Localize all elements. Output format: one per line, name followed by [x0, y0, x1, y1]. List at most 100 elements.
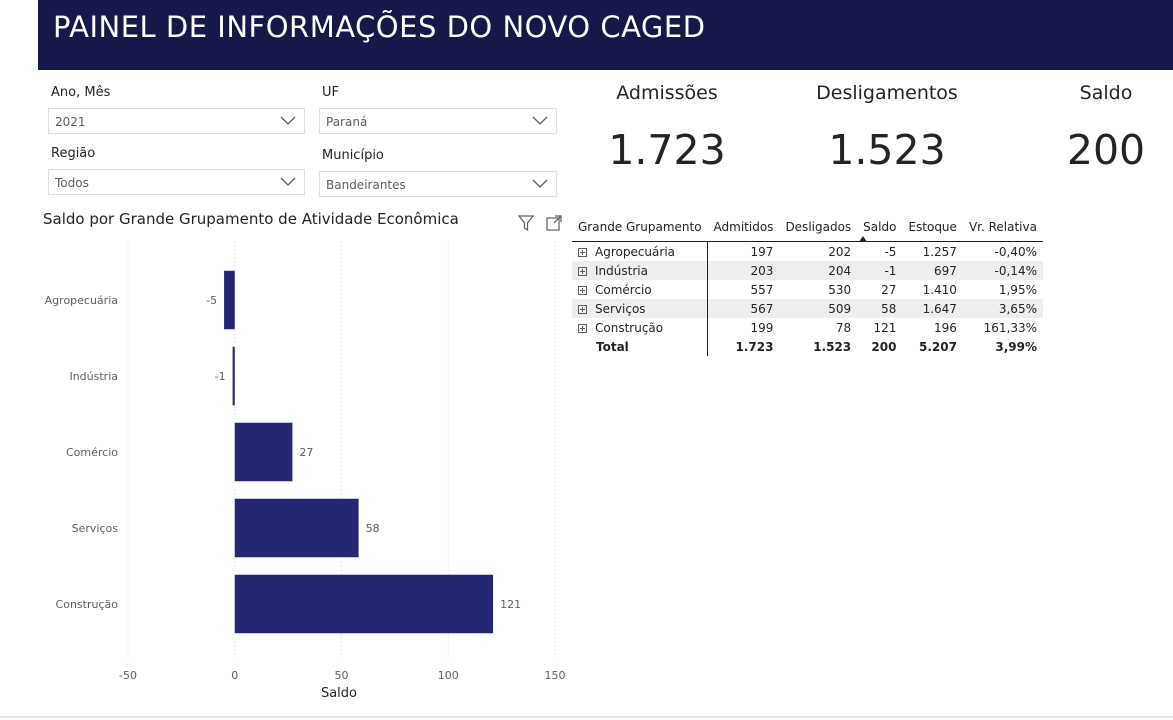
cell-vr-relativa: 3,65% [962, 299, 1043, 318]
cell-desligados: 202 [828, 244, 852, 259]
total-admitidos: 1.723 [735, 339, 774, 354]
category-label: Serviços [72, 522, 119, 535]
chart-bars [224, 270, 494, 634]
slicer-value-municipio: Bandeirantes [326, 178, 406, 192]
saldo-matrix-table: Grande Grupamento Admitidos Desligados S… [572, 213, 1043, 356]
cell-saldo: -5 [884, 244, 897, 259]
row-label: Indústria [595, 263, 648, 278]
cell-estoque: 1.410 [922, 282, 957, 297]
expand-icon[interactable] [578, 323, 587, 333]
bar-chart: Agropecuária Indústria Comércio Serviços Con… [45, 242, 566, 701]
table-row: Agropecuária 197 202 -5 1.257 -0,40% [572, 241, 1043, 261]
cell-admitidos: 567 [707, 299, 780, 318]
filter-icon[interactable] [517, 214, 535, 232]
row-label: Comércio [595, 282, 652, 297]
chart-title: Saldo por Grande Grupamento de Atividade… [43, 210, 459, 228]
bar-servicos[interactable] [234, 498, 359, 558]
x-tick-label: -50 [119, 669, 137, 682]
cell-admitidos: 197 [750, 244, 774, 259]
kpi-value-desligamentos: 1.523 [828, 126, 946, 174]
table-row: Construção 199 78 121 196 161,33% [572, 318, 1043, 337]
row-label: Serviços [595, 301, 646, 316]
table-total-row: Total 1.723 1.523 200 5.207 3,99% [572, 337, 1043, 356]
slicer-label-regiao: Região [51, 146, 96, 161]
cell-vr-relativa: 1,95% [998, 282, 1037, 297]
cell-admitidos: 203 [707, 261, 780, 280]
kpi-value-admissoes: 1.723 [608, 126, 726, 174]
slicer-uf[interactable]: Paraná [319, 108, 557, 134]
category-label: Agropecuária [45, 294, 118, 307]
cell-admitidos: 557 [750, 282, 774, 297]
col-header-grupamento[interactable]: Grande Grupamento [572, 213, 708, 242]
cell-vr-relativa: -0,14% [962, 261, 1043, 280]
total-desligados: 1.523 [813, 339, 852, 354]
sort-ascending-icon [859, 236, 868, 242]
total-vr-relativa: 3,99% [995, 339, 1037, 354]
category-label: Comércio [66, 446, 118, 459]
cell-estoque: 1.647 [902, 299, 963, 318]
table-row: Indústria 203 204 -1 697 -0,14% [572, 261, 1043, 280]
data-label: 121 [500, 598, 521, 611]
col-header-saldo[interactable]: Saldo [857, 213, 903, 242]
cell-vr-relativa: -0,40% [994, 244, 1037, 259]
col-header-saldo-label: Saldo [863, 220, 897, 234]
bar-comercio[interactable] [234, 422, 293, 482]
slicer-regiao[interactable]: Todos [48, 169, 305, 195]
slicer-value-regiao: Todos [55, 176, 89, 190]
slicer-label-ano-mes: Ano, Mês [51, 85, 111, 100]
chevron-down-icon [280, 177, 296, 186]
data-label: 27 [299, 446, 313, 459]
page-bottom-border [0, 716, 1173, 718]
data-label: 58 [366, 522, 380, 535]
kpi-label-saldo: Saldo [1079, 82, 1133, 104]
bar-construcao[interactable] [234, 574, 494, 634]
chevron-down-icon [280, 116, 296, 125]
cell-saldo: 58 [857, 299, 903, 318]
total-label: Total [572, 337, 709, 356]
expand-icon[interactable] [578, 266, 587, 276]
table-row: Serviços 567 509 58 1.647 3,65% [572, 299, 1043, 318]
chevron-down-icon [532, 116, 548, 125]
col-header-admitidos[interactable]: Admitidos [707, 213, 780, 242]
category-label: Indústria [69, 370, 118, 383]
table-header-row: Grande Grupamento Admitidos Desligados S… [572, 213, 1043, 242]
x-tick-label: 150 [545, 669, 566, 682]
col-header-desligados[interactable]: Desligados [779, 213, 858, 242]
header-banner: PAINEL DE INFORMAÇÕES DO NOVO CAGED [38, 0, 1173, 70]
kpi-value-saldo: 200 [1066, 126, 1146, 174]
data-label: -5 [206, 294, 217, 307]
cell-estoque: 1.257 [922, 244, 957, 259]
bar-agropecuaria[interactable] [224, 270, 235, 330]
cell-saldo: 121 [873, 320, 897, 335]
category-label: Construção [56, 598, 119, 611]
cell-desligados: 78 [835, 320, 852, 335]
table-row: Comércio 557 530 27 1.410 1,95% [572, 280, 1043, 299]
col-header-vr-relativa[interactable]: Vr. Relativa [962, 213, 1043, 242]
cell-estoque: 697 [902, 261, 963, 280]
cell-vr-relativa: 161,33% [983, 320, 1037, 335]
chevron-down-icon [532, 179, 548, 188]
cell-estoque: 196 [934, 320, 957, 335]
slicer-value-ano-mes: 2021 [55, 115, 86, 129]
col-header-estoque[interactable]: Estoque [902, 213, 963, 242]
x-tick-label: 100 [438, 669, 459, 682]
chart-data-labels: -5 -1 27 58 121 [206, 294, 521, 611]
expand-icon[interactable] [578, 285, 587, 295]
cell-desligados: 509 [779, 299, 858, 318]
slicer-label-uf: UF [322, 85, 339, 100]
focus-mode-icon[interactable] [545, 214, 563, 232]
bar-industria[interactable] [232, 346, 235, 406]
x-axis-title: Saldo [321, 686, 357, 701]
expand-icon[interactable] [578, 304, 587, 314]
slicer-municipio[interactable]: Bandeirantes [319, 171, 557, 197]
total-estoque: 5.207 [918, 339, 957, 354]
slicer-label-municipio: Município [322, 148, 384, 163]
total-saldo: 200 [871, 339, 897, 354]
cell-admitidos: 199 [750, 320, 774, 335]
slicer-value-uf: Paraná [326, 115, 368, 129]
kpi-label-admissoes: Admissões [616, 82, 718, 104]
cell-saldo: 27 [881, 282, 897, 297]
slicer-ano-mes[interactable]: 2021 [48, 108, 305, 134]
cell-saldo: -1 [857, 261, 903, 280]
expand-icon[interactable] [578, 247, 587, 257]
